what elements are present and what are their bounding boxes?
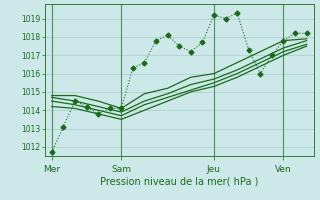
- X-axis label: Pression niveau de la mer( hPa ): Pression niveau de la mer( hPa ): [100, 177, 258, 187]
